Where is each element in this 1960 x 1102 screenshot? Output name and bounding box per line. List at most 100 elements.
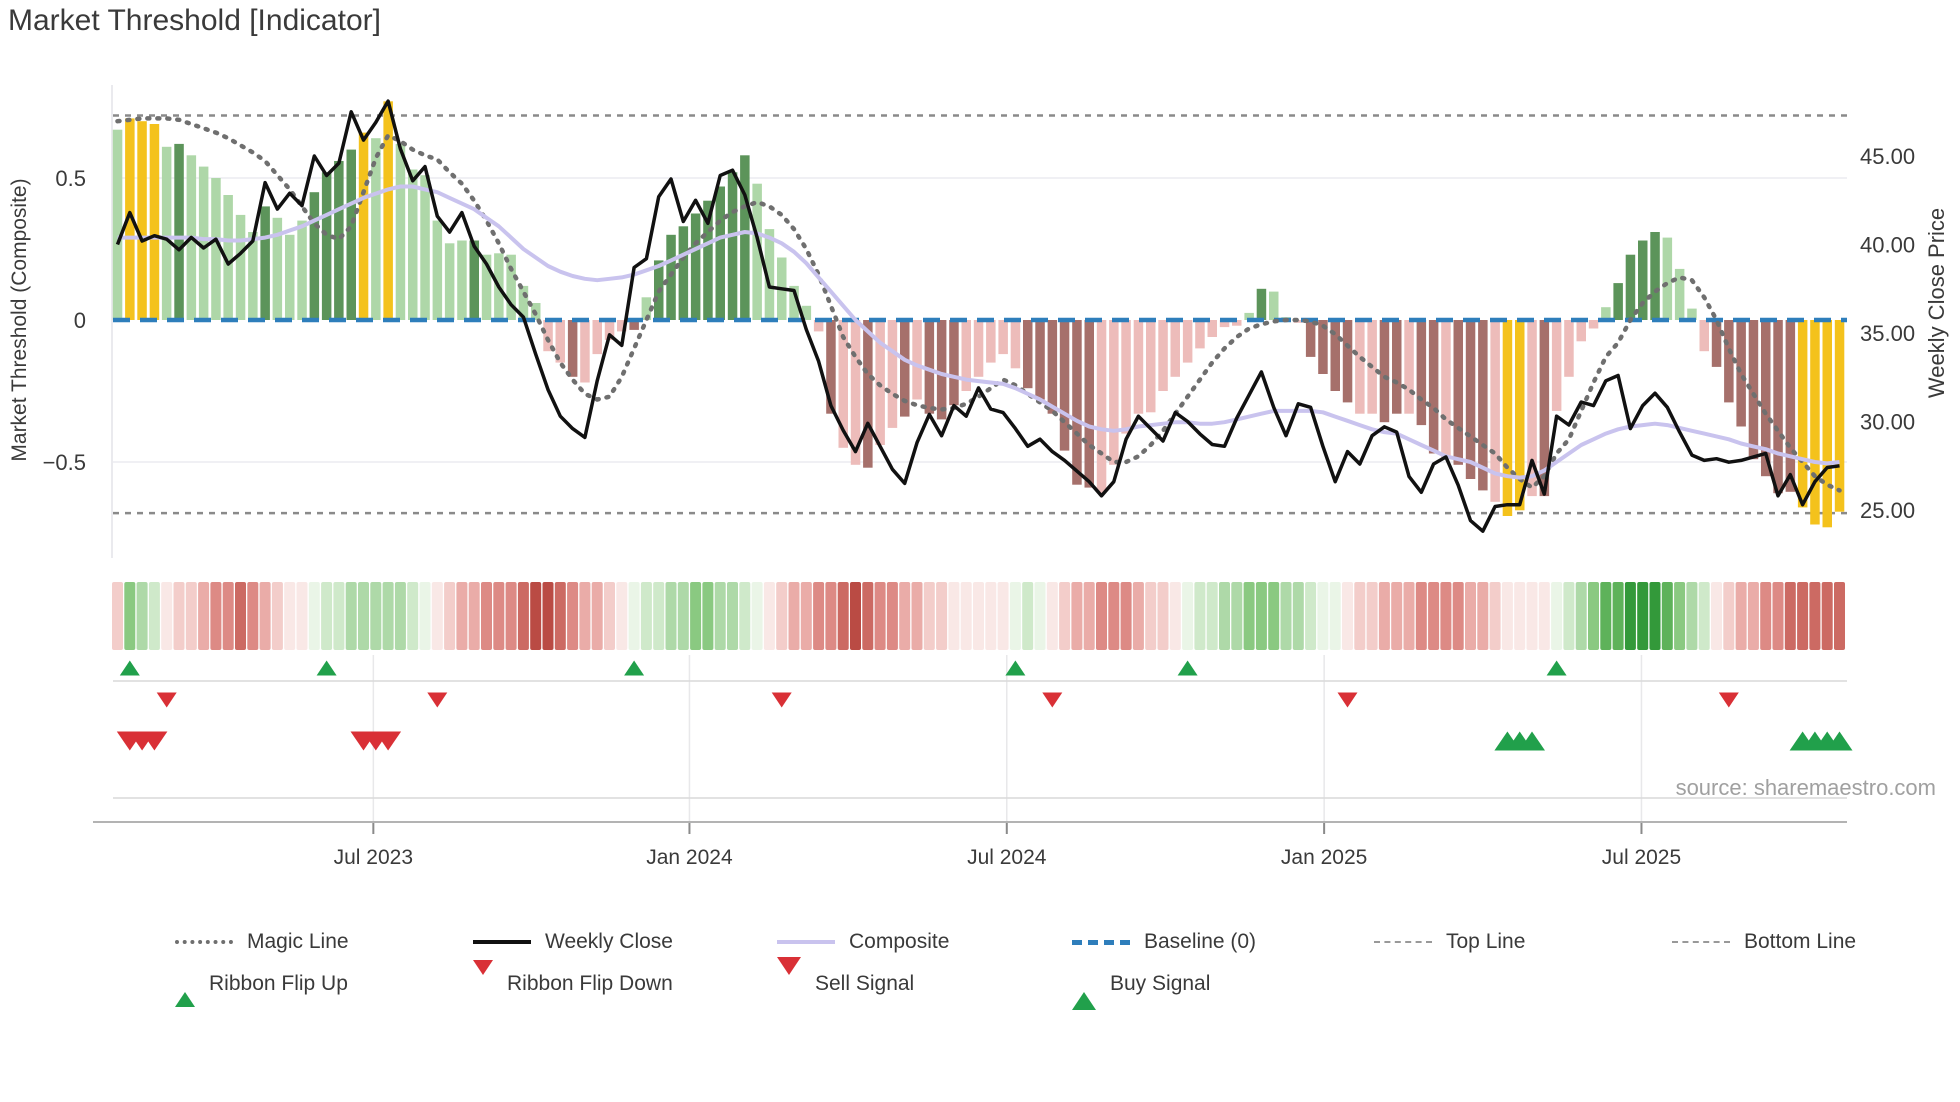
x-tick-label: Jan 2025 [1281,846,1367,869]
right-axis: 45.00 40.00 35.00 30.00 25.00 Weekly Close Pr… [1860,144,1949,523]
legend-item-magic-line[interactable]: Magic Line [175,928,349,956]
ribbon-cell [1797,582,1809,650]
threshold-bar [1256,288,1267,320]
threshold-bar [174,143,184,320]
ribbon-cell [1059,582,1071,650]
threshold-bar [641,297,652,320]
legend-item-baseline[interactable]: Baseline (0) [1072,928,1256,956]
dashed-line-swatch [1374,941,1432,943]
ribbon-cell [1501,582,1513,650]
ribbon-cell [1132,582,1144,650]
ribbon-cell [136,582,148,650]
ribbon-cell [727,582,738,650]
threshold-bar [604,320,615,340]
legend-item-ribbon-flip-down[interactable]: Ribbon Flip Down [473,960,673,998]
ribbon-cell [591,582,603,650]
ribbon-cell [247,582,259,650]
threshold-bar [1392,320,1402,414]
ribbon-flip-down-icon [1042,692,1063,708]
sell-signal-icon [375,731,402,751]
threshold-bar [1797,320,1808,508]
ribbon-cell [505,582,517,650]
right-axis-title: Weekly Close Price [1924,208,1949,398]
ribbon-cell [345,582,357,650]
threshold-bar [973,320,984,377]
threshold-bar [285,234,295,320]
threshold-bar [383,101,393,320]
ribbon-cell [222,582,234,650]
threshold-bar [1269,291,1279,320]
ribbon-cell [284,582,296,650]
ribbon-cell [1624,582,1636,650]
ribbon-cell [1280,582,1292,650]
legend-item-composite[interactable]: Composite [777,928,949,956]
threshold-bar [198,166,209,320]
ribbon-cell [1182,582,1194,650]
composite-swatch [777,940,835,944]
legend-item-bottom-line[interactable]: Bottom Line [1672,928,1856,956]
threshold-bar [727,172,738,320]
threshold-bar [1047,320,1058,414]
threshold-bar [912,320,922,400]
ribbon-cell [997,582,1009,650]
ribbon-cell [1747,582,1759,650]
x-tick-label: Jul 2025 [1602,846,1681,869]
threshold-bar [1109,320,1119,465]
threshold-bar [1699,320,1709,352]
ribbon-cell [960,582,972,650]
ribbon-cell [1403,582,1415,650]
ribbon-cell [148,582,160,650]
ribbon-cell [1046,582,1058,650]
threshold-bar [900,320,910,417]
threshold-bar [1096,320,1107,494]
threshold-bar [752,183,762,320]
legend-item-top-line[interactable]: Top Line [1374,928,1525,956]
ribbon-cell [628,582,640,650]
ribbon-cell [1009,582,1021,650]
ribbon-cell [1268,582,1280,650]
ribbon-cell [493,582,505,650]
triangle-up-icon [175,975,195,1007]
ribbon-cell [259,582,271,650]
ribbon-cell [517,582,529,650]
ribbon-flip-down-icon [156,692,177,708]
threshold-bar [1146,320,1156,413]
threshold-bar [1674,268,1685,320]
ribbon-cell [1834,582,1845,650]
ribbon-cell [333,582,345,650]
threshold-bar [321,172,332,320]
ribbon-cell [1255,582,1267,650]
threshold-bar [1416,320,1427,426]
triangle-down-icon [473,960,493,993]
threshold-bar [1121,320,1131,434]
ribbon-flip-up-icon [1177,660,1198,676]
legend-label: Bottom Line [1744,930,1857,953]
ribbon-cell [1526,582,1538,650]
legend-item-buy-signal[interactable]: Buy Signal [1072,970,1210,1010]
threshold-bar [506,254,516,320]
ribbon-flip-down-icon [1718,692,1739,708]
legend-item-weekly-close[interactable]: Weekly Close [473,928,673,956]
ribbon-flip-up-icon [316,660,337,676]
ribbon-cell [1206,582,1218,650]
threshold-bar [936,320,947,420]
ribbon-cell [554,582,566,650]
ribbon-cell [763,582,775,650]
ribbon-cell [1661,582,1673,650]
ribbon-cell [1145,582,1157,650]
threshold-bar [1355,320,1365,414]
ribbon-cell [112,582,123,650]
threshold-bar [1379,320,1390,423]
ribbon-cell [1711,582,1722,650]
ribbon-cell [1108,582,1120,650]
ribbon-cell [579,582,591,650]
ribbon-cell [1563,582,1575,650]
legend-item-ribbon-flip-up[interactable]: Ribbon Flip Up [175,970,348,1007]
ribbon-cell [1538,582,1550,650]
baseline-swatch [1072,939,1130,945]
threshold-bar [813,320,824,332]
legend-item-sell-signal[interactable]: Sell Signal [777,957,914,998]
ribbon-cell [1551,582,1563,650]
threshold-bar [629,320,639,330]
ribbon-cell [1465,582,1476,650]
